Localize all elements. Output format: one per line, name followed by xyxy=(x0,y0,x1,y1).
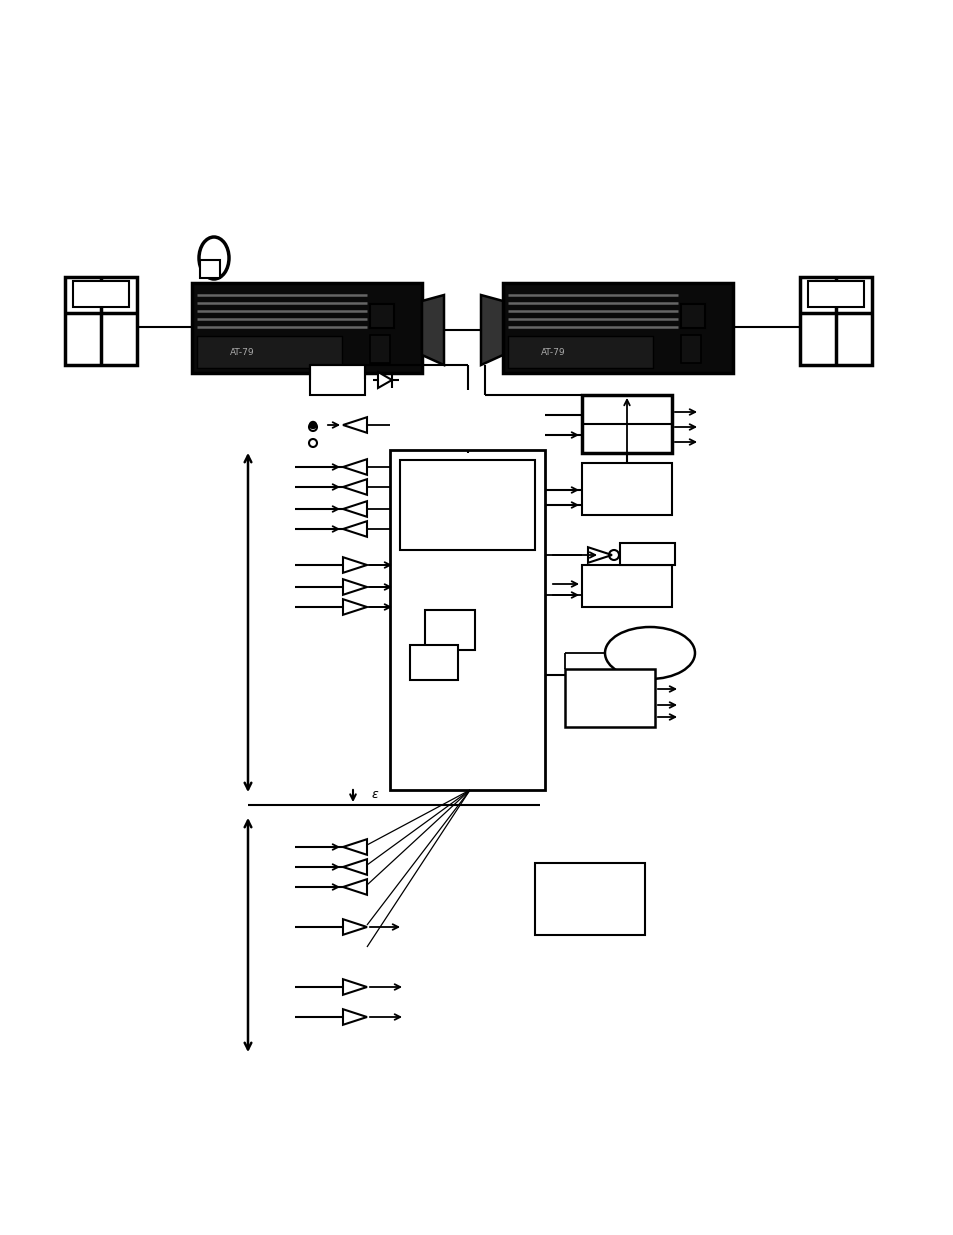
Polygon shape xyxy=(343,501,367,516)
Bar xyxy=(581,395,671,453)
Bar xyxy=(581,463,671,515)
Polygon shape xyxy=(343,557,367,573)
Polygon shape xyxy=(343,579,367,595)
Polygon shape xyxy=(343,417,367,432)
Circle shape xyxy=(309,421,316,429)
Bar xyxy=(73,282,129,308)
Polygon shape xyxy=(343,840,367,855)
Bar xyxy=(680,335,700,363)
Polygon shape xyxy=(343,979,367,995)
Polygon shape xyxy=(343,479,367,495)
Bar xyxy=(370,304,394,329)
Polygon shape xyxy=(343,879,367,895)
Bar xyxy=(800,277,871,366)
Bar xyxy=(410,645,457,680)
Text: $\epsilon$: $\epsilon$ xyxy=(371,788,378,802)
Bar xyxy=(581,564,671,606)
Polygon shape xyxy=(587,547,612,563)
Polygon shape xyxy=(343,599,367,615)
Text: AT-79: AT-79 xyxy=(540,347,565,357)
Polygon shape xyxy=(480,295,502,366)
Polygon shape xyxy=(343,459,367,474)
Bar xyxy=(807,282,863,308)
Bar xyxy=(564,669,655,727)
Bar xyxy=(619,543,675,564)
Text: AT-79: AT-79 xyxy=(230,347,254,357)
Bar xyxy=(196,336,341,368)
Polygon shape xyxy=(343,521,367,537)
Polygon shape xyxy=(343,919,367,935)
Bar xyxy=(65,277,137,366)
Ellipse shape xyxy=(604,627,695,679)
Bar xyxy=(310,366,365,395)
Polygon shape xyxy=(343,860,367,874)
Polygon shape xyxy=(377,372,392,388)
Bar xyxy=(424,610,475,650)
Bar xyxy=(507,336,652,368)
Bar xyxy=(399,459,535,550)
Bar xyxy=(200,261,220,278)
Bar xyxy=(390,450,544,790)
Ellipse shape xyxy=(199,237,229,279)
Polygon shape xyxy=(343,1009,367,1025)
Bar xyxy=(502,283,732,373)
Bar xyxy=(192,283,421,373)
Bar xyxy=(680,304,704,329)
Bar xyxy=(370,335,390,363)
Polygon shape xyxy=(421,295,443,366)
Bar xyxy=(535,863,644,935)
